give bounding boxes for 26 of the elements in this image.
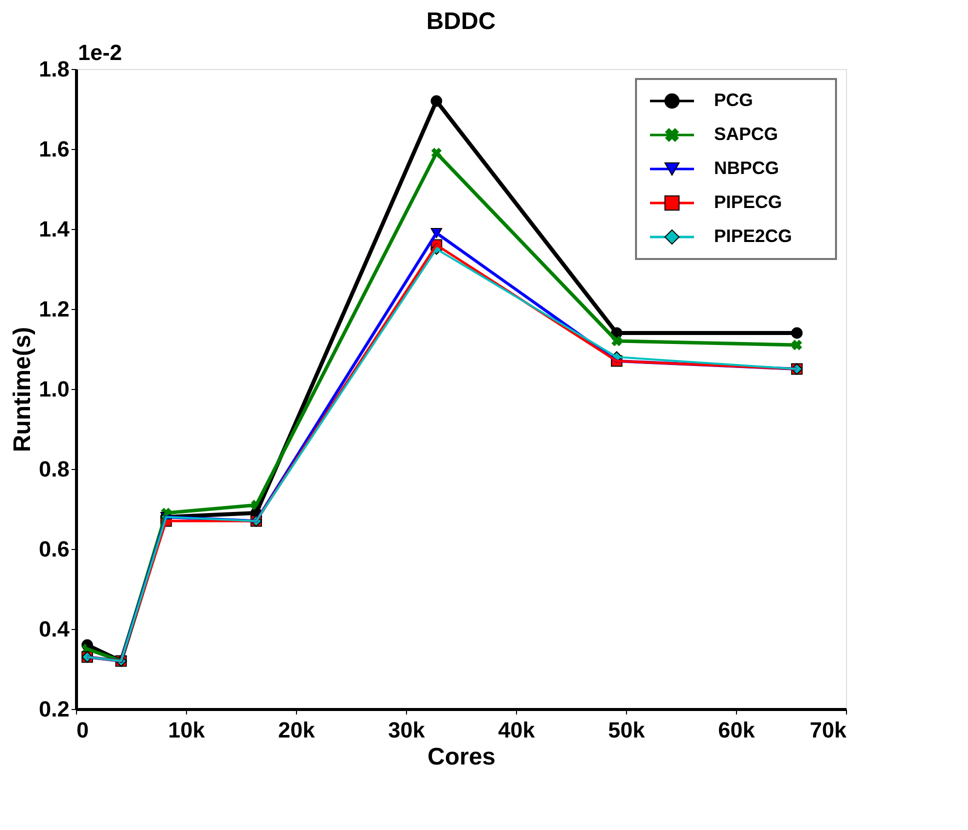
x-tick-label: 60k: [718, 718, 756, 742]
y-tick-label: 1.8: [38, 56, 70, 82]
x-tick-label: 0: [76, 718, 89, 742]
y-tick-label: 0.8: [38, 456, 70, 482]
legend-label: PIPE2CG: [714, 226, 792, 246]
x-tick-label: 10k: [168, 718, 206, 742]
y-tick-label: 1.2: [38, 296, 70, 322]
y-tick-label: 0.2: [38, 696, 70, 722]
y-tick-label: 0.6: [38, 536, 70, 562]
chart-title: BDDC: [426, 8, 496, 35]
x-tick-label: 50k: [608, 718, 646, 742]
x-axis-title: Cores: [427, 744, 496, 770]
legend-label: PCG: [714, 90, 754, 110]
y-tick-label: 1.6: [38, 136, 70, 162]
y-tick-label: 0.4: [38, 616, 70, 642]
y-tick-label: 1.4: [38, 216, 70, 242]
x-tick-label: 30k: [388, 718, 426, 742]
legend-label: PIPECG: [714, 192, 782, 212]
x-tick-label: 40k: [498, 718, 536, 742]
text: 1e-2: [78, 40, 122, 65]
y-tick-label: 1.0: [38, 376, 70, 402]
x-tick-label: 20k: [278, 718, 316, 742]
y-axis-title: Runtime(s): [8, 326, 36, 452]
x-tick-label: 70k: [810, 718, 848, 742]
legend-label: NBPCG: [714, 158, 780, 178]
legend-label: SAPCG: [714, 124, 778, 144]
